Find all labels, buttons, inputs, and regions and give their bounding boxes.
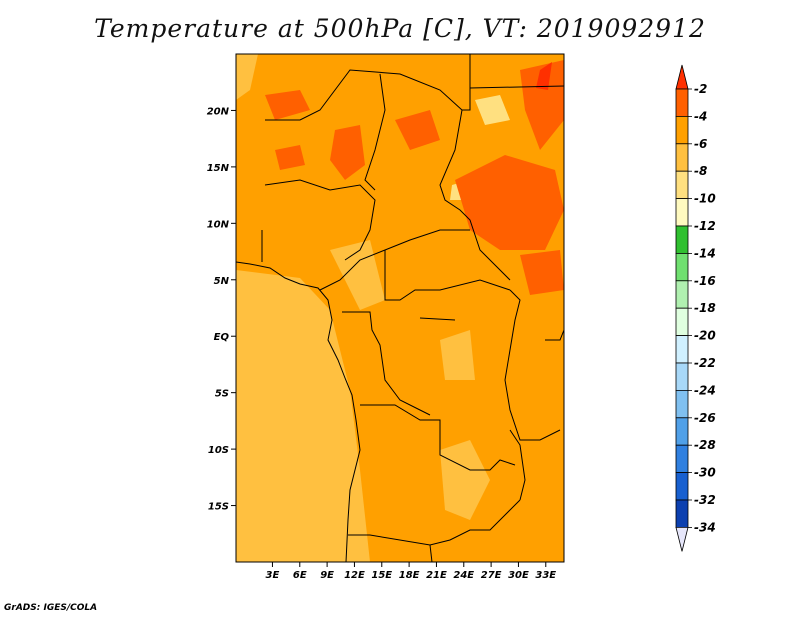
- coastline-west: [236, 261, 361, 562]
- lat-tick-label: EQ: [214, 332, 230, 343]
- field-region-niger-warm: [330, 125, 365, 180]
- border-congo: [342, 311, 431, 416]
- colorbar-label: -14: [694, 246, 716, 260]
- lon-tick-label: 30E: [508, 570, 529, 581]
- colorbar-box: [675, 170, 689, 199]
- colorbar-box: [675, 280, 689, 309]
- lat-tick-label: 15S: [208, 502, 229, 513]
- lat-tick-label: 5N: [214, 276, 230, 287]
- field-region-algeria-warm: [265, 90, 310, 120]
- lat-tick-label: 5S: [215, 389, 229, 400]
- lat-axis: 20N 15N 10N 5N EQ 5S 10S 15S: [207, 106, 236, 513]
- colorbar-box: [675, 335, 689, 364]
- field-region-east-warm: [520, 250, 564, 295]
- colorbar-label: -24: [694, 383, 716, 397]
- river-congo: [419, 317, 456, 321]
- lon-tick-label: 12E: [344, 570, 365, 581]
- lon-axis: 3E 6E 9E 12E 15E 18E 21E 24E 27E 30E 33E: [266, 562, 556, 581]
- colorbar-label: -32: [694, 493, 716, 507]
- colorbar-label: -2: [694, 82, 707, 96]
- map-frame: [235, 53, 565, 563]
- field-region-angola-light: [440, 440, 490, 520]
- lat-tick-label: 15N: [207, 163, 230, 174]
- colorbar-box: [675, 389, 689, 419]
- lake-malawi: [509, 429, 526, 501]
- field-region-sudan-pale: [475, 95, 510, 125]
- border-nigeria-north: [264, 179, 376, 261]
- colorbar-box: [675, 252, 689, 282]
- border-angola-namibia: [348, 499, 521, 546]
- colorbar-label: -30: [694, 466, 716, 480]
- lon-tick-label: 3E: [266, 570, 280, 581]
- colorbar-label: -20: [694, 329, 716, 343]
- lon-tick-label: 18E: [399, 570, 420, 581]
- field-region-northwest-light: [236, 54, 258, 100]
- lon-tick-label: 27E: [481, 570, 502, 581]
- lat-tick-label: 10S: [208, 445, 229, 456]
- colorbar-label: -26: [694, 411, 716, 425]
- colorbar: -2 -4 -6 -8 -10 -12 -14 -16 -18 -20 -22 -24 -26 -28 -3…: [675, 64, 716, 552]
- colorbar-label: -28: [694, 438, 716, 452]
- field-region-max-patch: [536, 62, 552, 90]
- border-chad-sudan: [439, 109, 511, 281]
- colorbar-box: [675, 225, 689, 254]
- border-car-drc: [384, 250, 511, 301]
- colorbar-label: -22: [694, 356, 716, 370]
- country-borders: [236, 54, 564, 562]
- map-title: Temperature at 500hPa [C], VT: 201909291…: [94, 14, 706, 43]
- border-egypt-sudan: [469, 85, 564, 89]
- colorbar-box: [675, 307, 689, 337]
- colorbar-label: -34: [694, 520, 716, 534]
- lon-tick-label: 15E: [371, 570, 392, 581]
- field-region-drc-light: [440, 330, 475, 380]
- colorbar-box: [675, 499, 689, 528]
- field-region-sudan-warm: [455, 155, 564, 250]
- colorbar-label: -18: [694, 301, 716, 315]
- colorbar-label: -12: [694, 219, 716, 233]
- border-north: [265, 54, 471, 121]
- lon-tick-label: 21E: [426, 570, 447, 581]
- colorbar-box: [675, 143, 689, 172]
- colorbar-label: -10: [694, 192, 716, 206]
- lon-tick-label: 24E: [453, 570, 474, 581]
- colorbar-label: -8: [694, 164, 707, 178]
- colorbar-label: -16: [694, 274, 716, 288]
- border-drc-angola: [360, 404, 516, 471]
- field-region-libya-warm: [395, 110, 440, 150]
- colorbar-box: [675, 417, 689, 446]
- colorbar-top-triangle: [675, 64, 689, 90]
- lat-tick-label: 20N: [207, 106, 230, 117]
- colorbar-box: [675, 88, 689, 117]
- field-region-cameroon-light: [330, 240, 385, 310]
- field-region-northeast-warm: [520, 60, 564, 150]
- colorbar-box: [675, 116, 689, 145]
- field-region-mali-warm: [275, 145, 305, 170]
- lon-tick-label: 6E: [293, 570, 307, 581]
- colorbar-label: -4: [694, 109, 707, 123]
- border-botswana: [429, 544, 433, 562]
- temperature-field: [236, 54, 564, 562]
- border-niger-chad: [364, 73, 386, 191]
- field-region-southwest-light: [236, 440, 330, 562]
- lon-tick-label: 9E: [320, 570, 334, 581]
- lon-tick-label: 33E: [535, 570, 556, 581]
- colorbar-box: [675, 472, 689, 501]
- colorbar-box: [675, 362, 689, 391]
- colorbar-label: -6: [694, 137, 707, 151]
- lake-victoria: [545, 329, 564, 341]
- border-east: [504, 289, 561, 441]
- colorbar-box: [675, 444, 689, 474]
- colorbar-box: [675, 198, 689, 227]
- lat-tick-label: 10N: [207, 219, 230, 230]
- colorbar-bottom-triangle: [675, 527, 689, 552]
- grads-credit: GrADS: IGES/COLA: [4, 603, 98, 613]
